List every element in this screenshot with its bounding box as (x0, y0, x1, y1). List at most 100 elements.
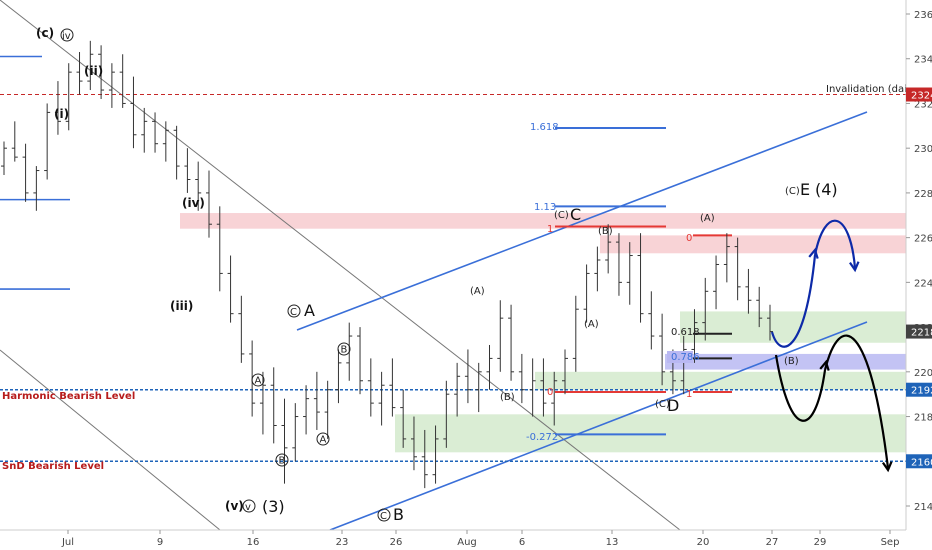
candle (615, 233, 622, 296)
circle-text-1: A (320, 435, 327, 446)
time-axis-bg (0, 530, 932, 550)
candle (691, 309, 698, 363)
wave-circle-iv (60, 28, 74, 42)
candle (44, 103, 51, 180)
candle (65, 63, 72, 131)
time-tick-label: Aug (457, 537, 477, 548)
candle (486, 344, 493, 390)
candle (227, 255, 234, 323)
candle (205, 170, 212, 238)
candle (324, 380, 331, 439)
channel-upper-line (296, 111, 868, 331)
supply-zone-lower (600, 235, 906, 254)
time-tick-label: 13 (606, 537, 619, 548)
down-trend-line-lower (0, 349, 221, 531)
candle (173, 125, 180, 180)
price-tag-bg (906, 87, 932, 102)
candle (583, 264, 590, 323)
candle (1, 141, 7, 176)
supply-zone-upper (180, 213, 906, 229)
demand-zone-lower (395, 414, 906, 453)
candle (648, 291, 655, 350)
circle-label-1 (316, 432, 330, 446)
harmonic-level-label: Harmonic Bearish Level (2, 391, 135, 402)
price-axis[interactable]: 2140216021802200222022402260228023002320… (905, 0, 932, 550)
candle (22, 143, 29, 202)
red-label-0a: 0 (686, 233, 692, 244)
price-tag: 2218 (911, 328, 932, 339)
wave-label-v: (v) (225, 499, 244, 513)
candle (378, 371, 385, 426)
candle (54, 81, 61, 135)
circle-text-2: B (341, 345, 348, 356)
wave-label-iv-circ: iv (62, 31, 71, 42)
arrowhead-1 (808, 247, 819, 259)
wave-label-pA3: (A) (700, 213, 715, 224)
wave-label-iv: (iv) (182, 196, 205, 210)
price-tick-label: 2280 (914, 189, 932, 200)
candle (540, 358, 547, 417)
candle (259, 371, 266, 435)
circle-label-0 (251, 373, 265, 387)
candle (130, 76, 137, 149)
price-tick-label: 2200 (914, 368, 932, 379)
price-tick-label: 2140 (914, 502, 932, 513)
price-tick-label: 2300 (914, 144, 932, 155)
wave-label-C: C (570, 205, 581, 224)
wave-label-c: (c) (36, 26, 54, 40)
red-label-1b: 1 (686, 389, 692, 400)
wave-label-iii: (iii) (170, 299, 193, 313)
price-tag: 2324 (911, 91, 932, 102)
arrowhead-4 (882, 461, 893, 473)
circle-label-3 (275, 453, 289, 467)
candle (421, 429, 428, 489)
down-trend-line (0, 0, 681, 531)
candle (443, 380, 450, 448)
candle (756, 286, 763, 328)
wave-label-cE: (C) (785, 186, 800, 197)
wave-label-4: (4) (815, 180, 838, 199)
wave-label-cA: C (290, 307, 297, 318)
candle (508, 304, 515, 381)
candlestick-series (1, 40, 773, 489)
wave-label-3: (3) (262, 497, 285, 516)
candle (87, 40, 94, 91)
wave-label-A: A (304, 301, 315, 320)
candle (562, 349, 569, 395)
wave-label-pA2: (A) (584, 319, 599, 330)
fib-label-0786: 0.786 (671, 352, 700, 363)
projection-arrows (770, 219, 893, 473)
candle (518, 353, 525, 404)
candle (410, 416, 417, 471)
wave-label-pB2: (B) (598, 226, 613, 237)
candle (184, 148, 191, 193)
candle (400, 389, 407, 448)
red-label-1a: 1 (547, 224, 553, 235)
candle (98, 45, 105, 99)
candle (454, 362, 461, 417)
time-tick-label: 9 (157, 537, 163, 548)
candle (497, 300, 504, 372)
wave-label-ii: (ii) (84, 64, 103, 78)
price-tick-label: 2260 (914, 234, 932, 245)
candle (432, 425, 439, 484)
time-tick-label: 20 (697, 537, 710, 548)
price-tag-bg (906, 382, 932, 397)
time-axis[interactable]: Jul 9 16 23 26 Aug 6 13 20 27 29 Sep (0, 529, 932, 550)
candle (659, 313, 666, 386)
wave-label-cB: C (380, 511, 387, 522)
price-tag-bg (906, 454, 932, 469)
candle (162, 121, 169, 162)
projection-path-2 (813, 219, 857, 269)
fib-0786-bg (667, 351, 693, 363)
projection-path-4 (823, 334, 890, 469)
candle (767, 304, 773, 341)
time-tick-label: 23 (336, 537, 349, 548)
fib-label-0618: 0.618 (671, 327, 700, 338)
candle (594, 246, 601, 292)
invalidation-label: Invalidation (daily) (826, 84, 920, 95)
projection-path-1 (770, 254, 817, 348)
candle (713, 255, 720, 310)
candle (281, 398, 288, 484)
